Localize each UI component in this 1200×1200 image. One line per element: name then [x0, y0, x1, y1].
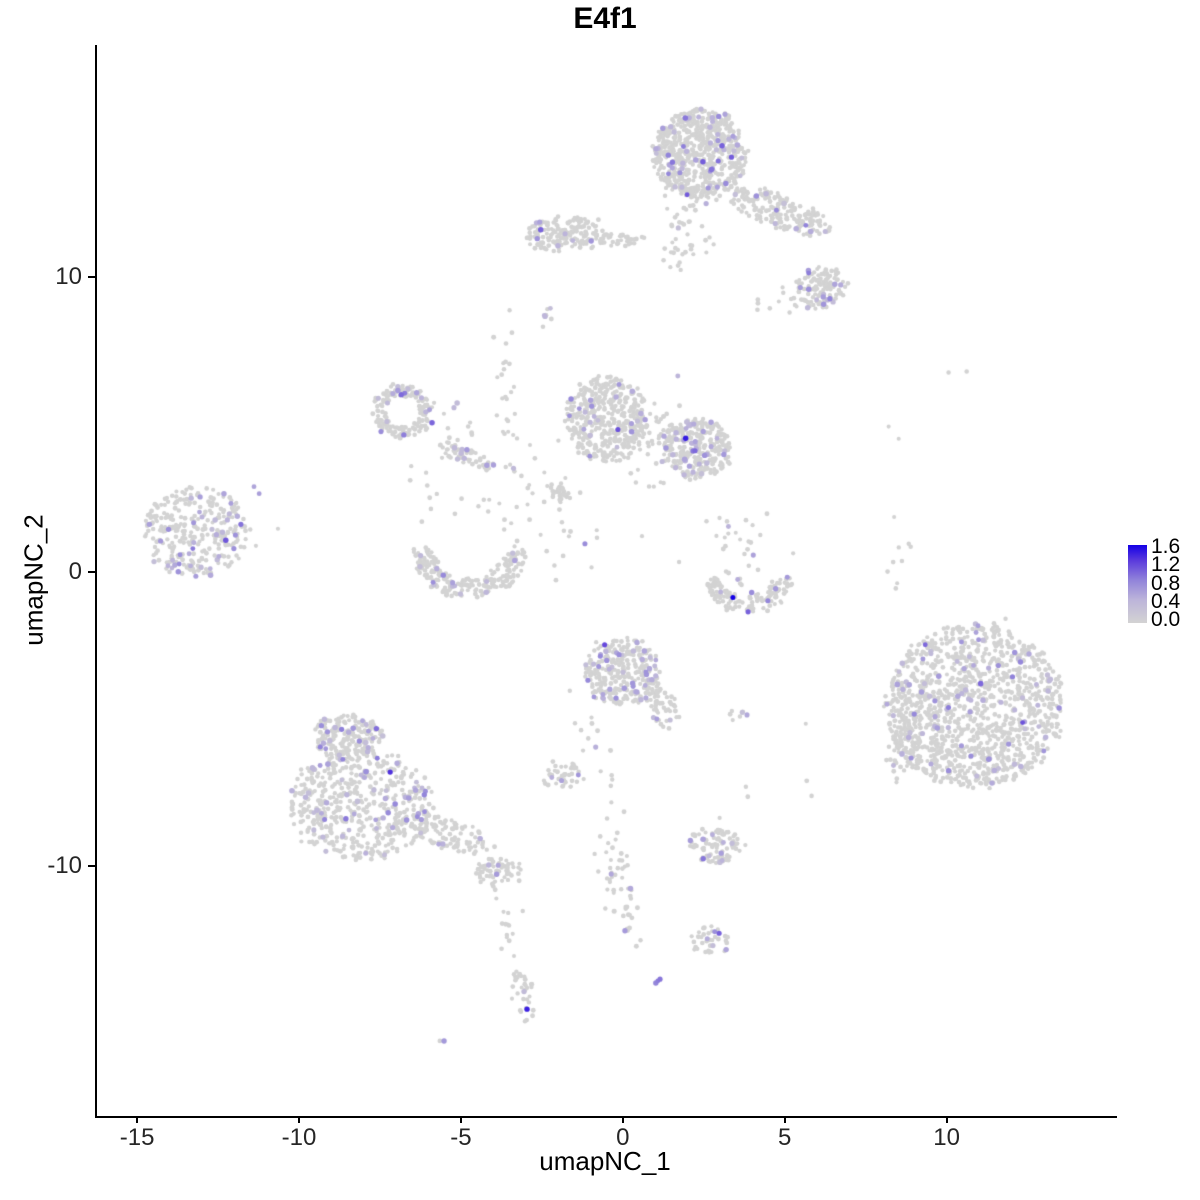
x-axis-title: umapNC_1	[539, 1146, 671, 1176]
x-tick-mark	[298, 1116, 300, 1123]
x-tick-label: -10	[281, 1124, 317, 1151]
x-tick-mark	[945, 1116, 948, 1123]
legend-value-label: 0.4	[1151, 589, 1181, 613]
plot-title: E4f1	[573, 2, 637, 35]
y-tick-mark	[88, 570, 95, 573]
y-tick-label: -10	[47, 851, 82, 879]
legend-value-label: 0.8	[1151, 571, 1181, 595]
x-tick-label: -15	[119, 1124, 155, 1151]
x-tick-label: 0	[616, 1124, 630, 1151]
legend-colorbar	[1128, 545, 1147, 623]
legend-value-label: 1.6	[1151, 535, 1181, 558]
x-tick-label: 5	[778, 1124, 792, 1151]
y-tick-label: 10	[55, 263, 82, 291]
legend-value-label: 0.0	[1151, 608, 1181, 631]
x-tick-mark	[459, 1116, 462, 1123]
y-tick-mark	[88, 864, 95, 867]
x-tick-label: -5	[450, 1124, 472, 1151]
x-tick-mark	[136, 1116, 139, 1123]
x-tick-mark	[621, 1116, 624, 1123]
y-tick-label: 0	[68, 557, 82, 585]
x-tick-label: 10	[933, 1124, 960, 1151]
y-tick-mark	[88, 276, 95, 279]
legend-value-label: 1.2	[1151, 553, 1181, 577]
x-tick-mark	[783, 1116, 786, 1123]
